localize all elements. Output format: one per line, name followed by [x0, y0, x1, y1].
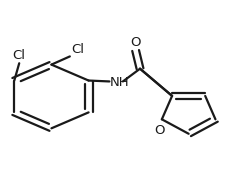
Text: O: O — [154, 124, 165, 137]
Text: Cl: Cl — [13, 49, 26, 62]
Text: O: O — [130, 36, 141, 49]
Text: NH: NH — [110, 76, 130, 89]
Text: Cl: Cl — [71, 43, 84, 56]
